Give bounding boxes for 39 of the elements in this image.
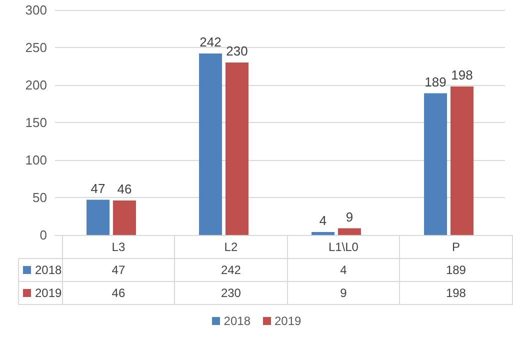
y-tick-label: 50 [32, 190, 47, 205]
x-tick-label: L1\L0 [287, 236, 400, 258]
bar [225, 62, 248, 235]
data-label: 198 [400, 282, 512, 304]
annotation: 9 [346, 209, 354, 224]
annotation: 230 [226, 44, 248, 58]
bar [86, 200, 110, 235]
bar [450, 86, 474, 235]
data-label: 230 [174, 282, 288, 304]
legend-label: 2018 [18, 258, 62, 282]
annotation: 198 [451, 68, 473, 82]
y-tick-label: 150 [25, 115, 47, 130]
legend-label: 2019 [18, 282, 62, 304]
text: 2019 [274, 314, 302, 328]
data-label: 9 [287, 282, 400, 304]
data-label: 189 [400, 258, 512, 282]
annotation: 189 [424, 74, 446, 90]
text: 2018 [224, 314, 250, 328]
y-tick-label: 250 [25, 40, 47, 55]
y-tick-label: 100 [25, 152, 47, 168]
data-label: 46 [62, 282, 175, 304]
y-tick-label: 0 [40, 228, 47, 242]
annotation: 242 [200, 34, 222, 50]
bar [199, 54, 222, 235]
x-tick-label: P [400, 236, 512, 258]
bar [424, 93, 448, 235]
annotation: 47 [90, 180, 106, 196]
x-tick-label: L3 [62, 236, 175, 258]
annotation: 46 [117, 182, 132, 196]
data-label: 47 [62, 258, 175, 282]
data-label: 4 [287, 258, 400, 282]
y-tick-label: 200 [25, 78, 47, 92]
y-tick-label: 300 [25, 2, 47, 18]
bar [112, 200, 136, 235]
x-tick-label: L2 [174, 236, 288, 258]
annotation: 4 [319, 213, 327, 228]
bar [338, 228, 361, 235]
data-label: 242 [174, 258, 288, 282]
bar [312, 232, 335, 235]
